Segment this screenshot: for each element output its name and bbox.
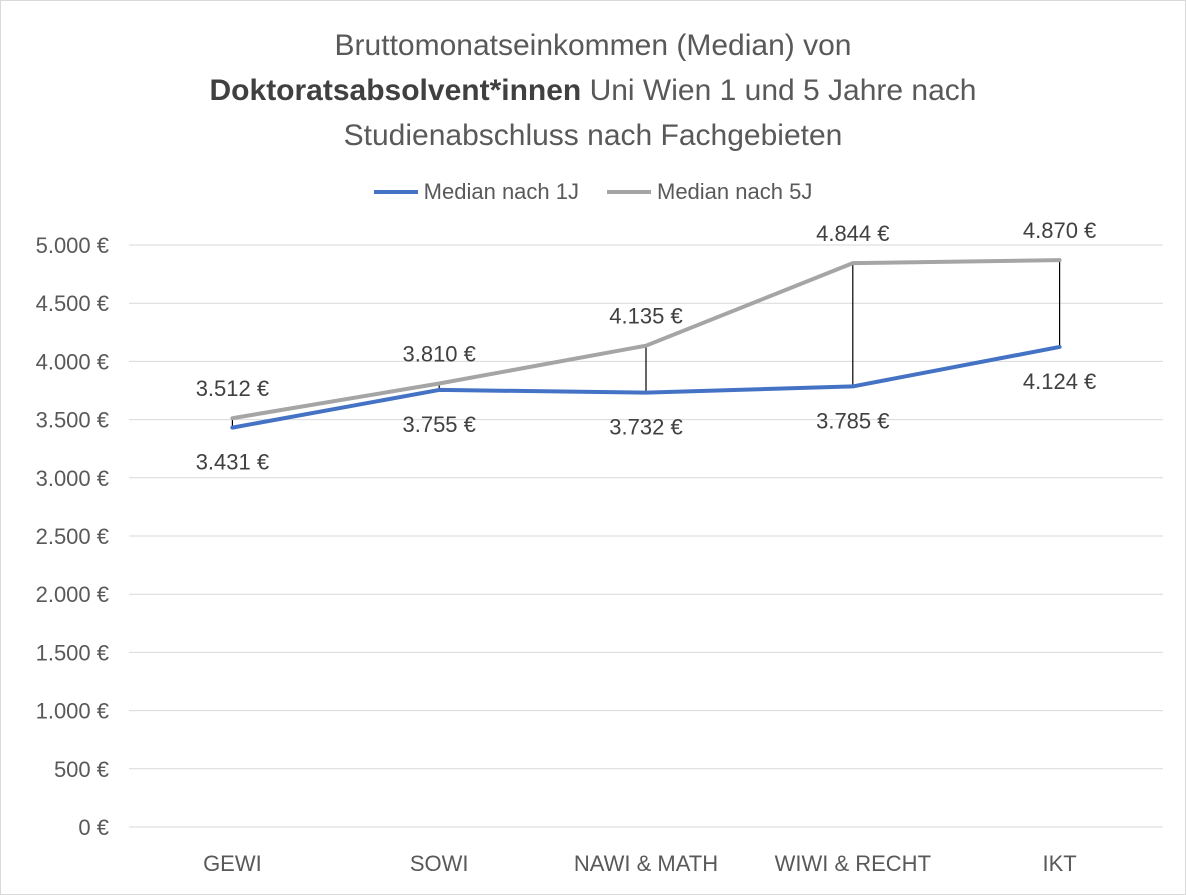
y-tick-label: 0 €	[78, 815, 109, 840]
data-label-series-1: 3.755 €	[402, 412, 475, 437]
x-tick-label: SOWI	[410, 851, 469, 876]
y-tick-label: 5.000 €	[36, 233, 109, 258]
y-tick-label: 2.000 €	[36, 582, 109, 607]
y-tick-label: 4.000 €	[36, 349, 109, 374]
legend-item-series-2[interactable]: Median nach 5J	[607, 179, 812, 205]
data-label-series-1: 3.785 €	[816, 408, 889, 433]
data-label-series-1: 4.124 €	[1023, 369, 1096, 394]
chart-title-line-3: Studienabschluss nach Fachgebieten	[343, 119, 843, 152]
y-tick-label: 3.000 €	[36, 466, 109, 491]
y-tick-label: 500 €	[54, 757, 109, 782]
data-label-series-2: 3.512 €	[196, 376, 269, 401]
legend-label-series-2: Median nach 5J	[657, 179, 813, 204]
chart-title-line-1: Bruttomonatseinkommen (Median) von	[334, 29, 852, 62]
data-label-series-1: 3.431 €	[196, 450, 269, 475]
series-line-2	[230, 258, 1062, 421]
data-label-series-1: 3.732 €	[609, 415, 682, 440]
chart-title-line-2: Doktoratsabsolvent*innen Uni Wien 1 und …	[1, 68, 1185, 113]
x-tick-label: IKT	[1042, 851, 1076, 876]
data-label-series-2: 3.810 €	[402, 342, 475, 367]
chart-legend: Median nach 1J Median nach 5J	[1, 179, 1185, 205]
y-tick-label: 3.500 €	[36, 408, 109, 433]
legend-swatch-series-1	[373, 190, 418, 194]
x-tick-label: NAWI & MATH	[574, 851, 718, 876]
data-label-series-2: 4.870 €	[1023, 218, 1096, 243]
chart-title: Bruttomonatseinkommen (Median) von Dokto…	[1, 23, 1185, 158]
chart-title-line-2-rest: Uni Wien 1 und 5 Jahre nach	[581, 74, 977, 107]
data-label-series-2: 4.135 €	[609, 304, 682, 329]
chart-title-bold: Doktoratsabsolvent*innen	[209, 74, 582, 107]
data-label-series-2: 4.844 €	[816, 221, 889, 246]
series-line-1	[230, 344, 1062, 430]
y-tick-label: 2.500 €	[36, 524, 109, 549]
legend-label-series-1: Median nach 1J	[423, 179, 579, 204]
y-tick-label: 4.500 €	[36, 291, 109, 316]
y-tick-label: 1.500 €	[36, 640, 109, 665]
x-tick-label: WIWI & RECHT	[775, 851, 931, 876]
x-tick-label: GEWI	[203, 851, 262, 876]
y-tick-label: 1.000 €	[36, 699, 109, 724]
legend-item-series-1[interactable]: Median nach 1J	[373, 179, 579, 205]
legend-swatch-series-2	[607, 190, 651, 194]
